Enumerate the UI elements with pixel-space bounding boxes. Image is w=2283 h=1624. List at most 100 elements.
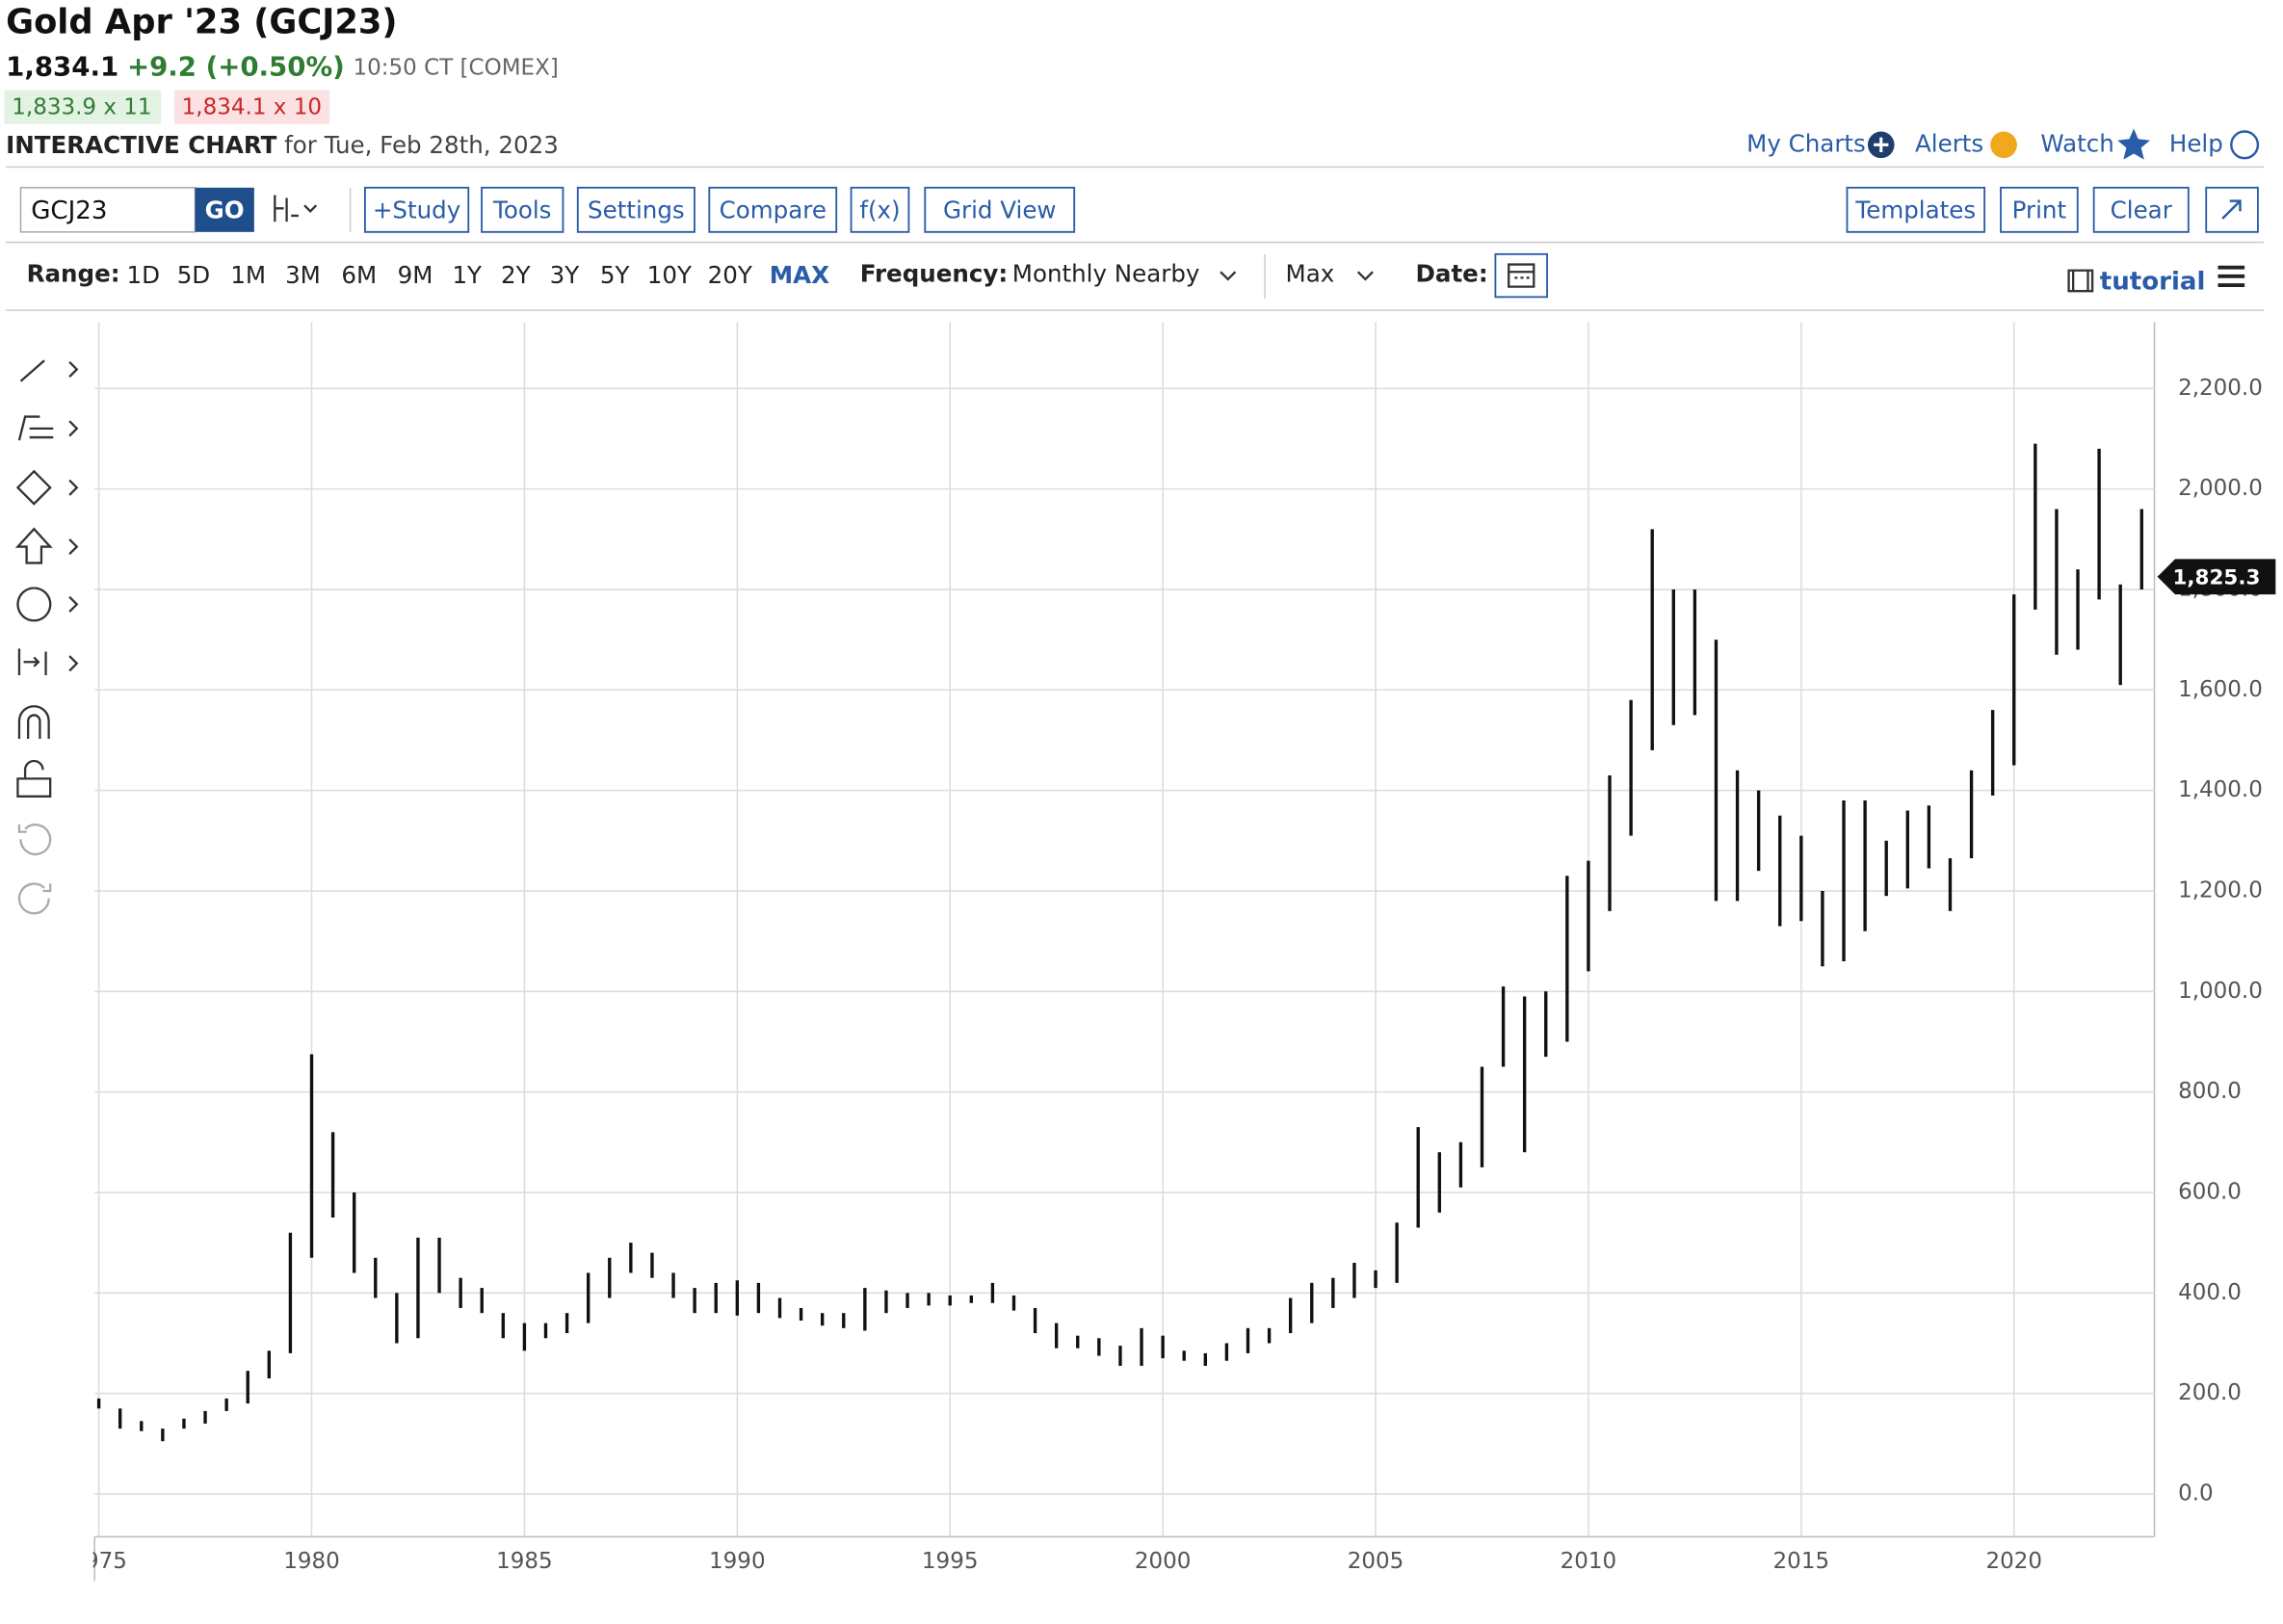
shape-tool[interactable] (15, 469, 79, 506)
y-tick-label: 1,000.0 (2178, 979, 2263, 1004)
frequency[interactable]: Monthly Nearby (1012, 259, 1200, 287)
toolbar-button[interactable] (708, 186, 838, 233)
nav-link[interactable]: Alerts (1915, 129, 1983, 157)
y-tick-label: 2,000.0 (2178, 476, 2263, 501)
button-label: Grid View (943, 196, 1057, 223)
magnet-tool[interactable] (17, 705, 50, 739)
y-tick-label: 2,200.0 (2178, 376, 2263, 401)
last-price-label: 1,825.3 (2172, 565, 2260, 589)
x-tick-label: 1990 (709, 1549, 766, 1574)
y-tick-label: 1,200.0 (2178, 877, 2263, 903)
x-tick-label: 2000 (1135, 1549, 1192, 1574)
calendar-button[interactable] (1494, 252, 1548, 299)
max-select[interactable]: Max (1286, 259, 1335, 287)
nav-link[interactable]: Help (2169, 129, 2223, 157)
time: 10:50 CT [COMEX] (354, 55, 559, 80)
x-tick-label: 1995 (922, 1549, 979, 1574)
nav-link[interactable]: My Charts (1746, 129, 1866, 157)
arrow-tool[interactable] (14, 527, 79, 564)
toolbar-button[interactable] (363, 186, 470, 233)
y-tick-label: 1,400.0 (2178, 777, 2263, 802)
range-option[interactable]: 2Y (501, 261, 532, 289)
film-icon (2067, 269, 2094, 293)
range-option[interactable]: 20Y (708, 261, 753, 289)
y-tick-label: 200.0 (2178, 1380, 2242, 1405)
range-option[interactable]: 5D (177, 261, 211, 289)
x-tick-label: 2010 (1561, 1549, 1617, 1574)
x-tick-label: 1985 (496, 1549, 553, 1574)
range-label: Range: (27, 259, 120, 287)
date-label: Date: (1416, 259, 1488, 287)
chart-caption: INTERACTIVE CHART for Tue, Feb 28th, 202… (6, 131, 559, 159)
x-tick-label: 1980 (283, 1549, 340, 1574)
range-option[interactable]: 3Y (550, 261, 581, 289)
expand-icon (2221, 199, 2242, 220)
toolbar-button[interactable] (576, 186, 695, 233)
range-option[interactable]: 9M (398, 261, 433, 289)
help-icon (2230, 130, 2260, 160)
button-label: Settings (588, 196, 685, 223)
range-option[interactable]: 5Y (600, 261, 631, 289)
range-option[interactable]: 1M (230, 261, 266, 289)
toolbar-button[interactable] (850, 186, 910, 233)
range-option[interactable]: 6M (341, 261, 377, 289)
chevron (1356, 271, 1374, 281)
range-option[interactable]: 3M (285, 261, 321, 289)
drawing-tools (14, 359, 79, 915)
y-tick-label: 0.0 (2178, 1480, 2214, 1506)
x-tick-label: 2005 (1348, 1549, 1404, 1574)
ask-box (174, 90, 330, 124)
tutorial[interactable]: tutorial (2100, 267, 2206, 296)
title: Gold Apr '23 (GCJ23) (6, 3, 397, 42)
calendar-icon (1508, 263, 1535, 288)
caption-bold: INTERACTIVE CHART (6, 131, 276, 159)
x-tick-label: 2015 (1773, 1549, 1830, 1574)
alert-icon (1990, 131, 2017, 159)
button-label: Templates (1854, 196, 1976, 223)
symbol-input[interactable] (19, 187, 197, 233)
y-tick-label: 600.0 (2178, 1179, 2242, 1204)
button-label: Clear (2111, 196, 2173, 223)
measure-tool[interactable] (17, 648, 79, 676)
toolbar-button[interactable] (924, 186, 1076, 233)
text-tool[interactable] (16, 587, 79, 622)
range-option[interactable]: 1Y (452, 261, 483, 289)
chevron (1220, 271, 1237, 281)
star-icon (2117, 128, 2150, 160)
bar-type-icon[interactable] (274, 195, 318, 223)
symbol: GCJ23 (31, 196, 107, 225)
go-label: GO (205, 196, 245, 223)
last: 1,834.1 (6, 51, 118, 83)
range-option[interactable]: 10Y (647, 261, 693, 289)
change: +9.2 (+0.50%) (127, 51, 345, 83)
button-label: Tools (492, 196, 551, 223)
nav-link[interactable]: Watch (2040, 129, 2113, 157)
toolbar-button[interactable] (1846, 186, 1986, 233)
go-button[interactable] (195, 187, 254, 232)
menu-icon[interactable] (2217, 265, 2245, 287)
bid-box (4, 90, 162, 124)
y-tick-label: 400.0 (2178, 1280, 2242, 1305)
button-label: f(x) (859, 196, 900, 223)
quote-line: 1,834.1 +9.2 (+0.50%) 10:50 CT [COMEX] (6, 51, 559, 83)
button-label: +Study (373, 196, 460, 223)
caption-date: for Tue, Feb 28th, 2023 (284, 131, 559, 159)
fib-tool[interactable] (17, 415, 79, 441)
lock-tool[interactable] (16, 759, 52, 798)
x-tick-label: 1975 (70, 1549, 127, 1574)
redo-tool[interactable] (17, 882, 52, 915)
range-option[interactable]: MAX (770, 261, 829, 289)
toolbar-button[interactable] (2092, 186, 2190, 233)
line-tool[interactable] (19, 359, 79, 382)
ask: 1,834.1 x 10 (182, 94, 322, 119)
undo-tool[interactable] (17, 824, 52, 855)
last-price-badge (2157, 559, 2276, 595)
bid: 1,833.9 x 11 (12, 94, 151, 119)
toolbar-button[interactable] (2000, 186, 2079, 233)
button-label: Print (2012, 196, 2067, 223)
button-label: Compare (720, 196, 827, 223)
range-option[interactable]: 1D (127, 261, 161, 289)
toolbar-button[interactable] (481, 186, 564, 233)
